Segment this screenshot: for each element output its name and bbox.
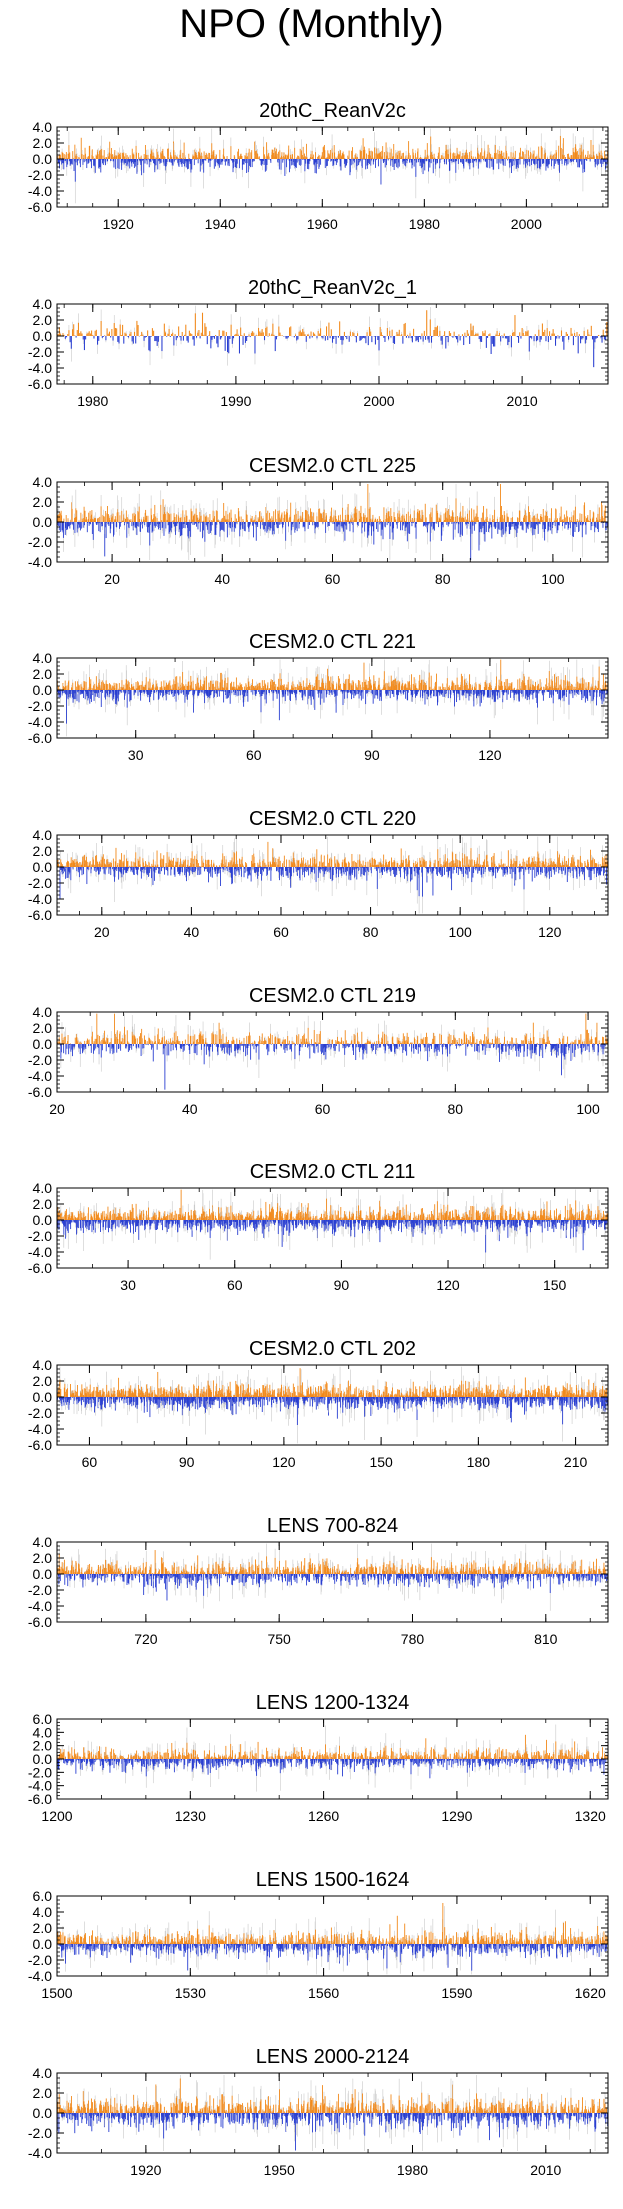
- chart-title: 20thC_ReanV2c_1: [248, 277, 417, 299]
- y-tick-label: 2.0: [33, 312, 53, 328]
- y-tick-label: -4.0: [28, 360, 52, 376]
- chart-panel-1: 20thC_ReanV2c 4.02.00.0-2.0-4.0-6.0 1920 19…: [28, 100, 608, 232]
- bar-series: [57, 660, 608, 737]
- y-tick-label: 2.0: [33, 135, 53, 151]
- chart-title: 20thC_ReanV2c: [259, 100, 406, 122]
- y-tick-label: 2.0: [33, 494, 53, 510]
- y-tick-label: -4.0: [28, 183, 52, 199]
- x-tick-label: 1980: [77, 393, 108, 409]
- x-tick-label: 1960: [307, 216, 338, 232]
- y-tick-label: -6.0: [28, 199, 52, 215]
- y-tick-label: -4.0: [28, 554, 52, 570]
- y-tick-label: 4.0: [33, 474, 53, 490]
- x-tick-label: 100: [541, 571, 565, 587]
- x-tick-label: 40: [215, 571, 231, 587]
- chart-panel-2: 20thC_ReanV2c_1 4.02.00.0-2.0-4.0-6.0 1980…: [28, 277, 608, 409]
- x-tick-label: 1920: [103, 216, 134, 232]
- chart-panel-3: CESM2.0 CTL 225 4.0 2.0 0.0 -2.0 -4.0 20 40 60 80…: [28, 455, 608, 587]
- y-tick-label: -2.0: [28, 534, 52, 550]
- x-tick-label: 2010: [507, 393, 538, 409]
- x-tick-label: 60: [325, 571, 341, 587]
- bar-series: [57, 484, 608, 560]
- x-tick-label: 1940: [205, 216, 236, 232]
- y-tick-label: 4.0: [33, 119, 53, 135]
- x-tick-label: 20: [104, 571, 120, 587]
- y-tick-label: 0.0: [33, 514, 53, 530]
- y-tick-label: 4.0: [33, 296, 53, 312]
- y-tick-label: 0.0: [33, 151, 53, 167]
- bar-series: [57, 129, 608, 204]
- bar-series: [57, 306, 607, 368]
- y-tick-label: -6.0: [28, 376, 52, 392]
- x-tick-label: 2000: [363, 393, 394, 409]
- x-tick-label: 2000: [511, 216, 542, 232]
- x-tick-label: 1980: [409, 216, 440, 232]
- x-tick-label: 1990: [220, 393, 251, 409]
- y-tick-label: -2.0: [28, 167, 52, 183]
- chart-title: CESM2.0 CTL 221: [249, 631, 416, 653]
- x-tick-label: 80: [435, 571, 451, 587]
- y-tick-label: -2.0: [28, 344, 52, 360]
- y-tick-label: 0.0: [33, 328, 53, 344]
- chart-title: CESM2.0 CTL 225: [249, 455, 416, 477]
